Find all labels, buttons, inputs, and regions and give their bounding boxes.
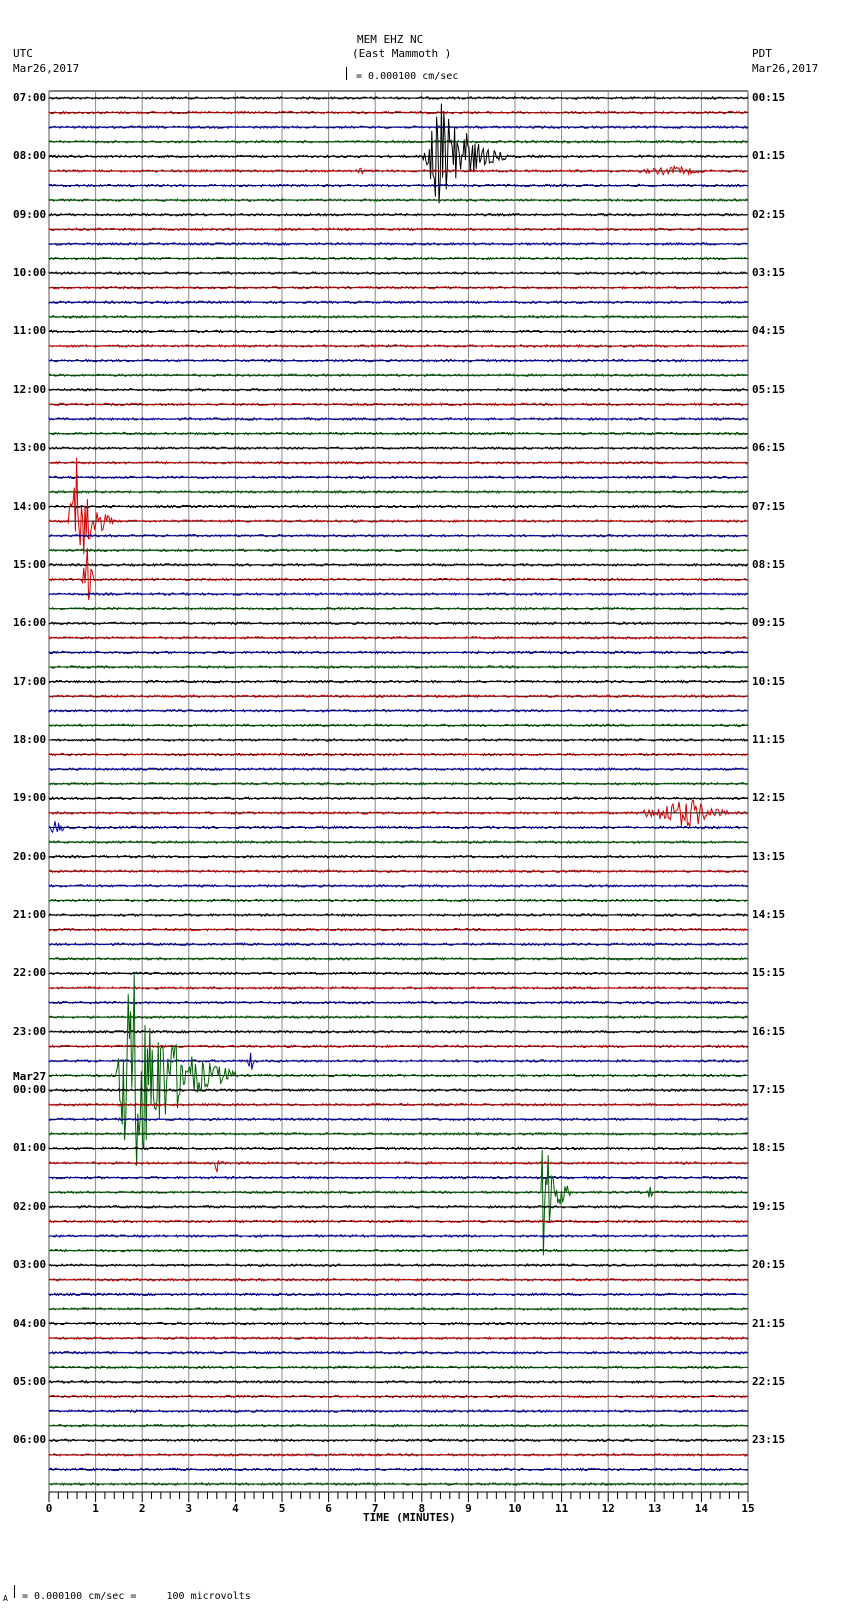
pdt-hour-label: 06:15	[752, 441, 786, 455]
pdt-hour-label: 01:15	[752, 149, 786, 163]
svg-text:12: 12	[602, 1502, 615, 1515]
date-change-label: Mar27	[13, 1070, 47, 1084]
pdt-hour-label: 09:15	[752, 616, 786, 630]
pdt-hour-label: 23:15	[752, 1433, 786, 1447]
svg-text:11: 11	[555, 1502, 569, 1515]
utc-hour-label: 04:00	[13, 1316, 47, 1330]
utc-hour-label: 05:00	[13, 1374, 47, 1388]
utc-hour-label: 16:00	[13, 616, 47, 630]
utc-hour-label: 00:00	[13, 1083, 47, 1097]
svg-text:15: 15	[741, 1502, 754, 1515]
utc-hour-label: 03:00	[13, 1258, 47, 1272]
pdt-hour-label: 05:15	[752, 382, 786, 396]
svg-text:10: 10	[508, 1502, 521, 1515]
pdt-hour-label: 10:15	[752, 674, 786, 688]
svg-text:8: 8	[418, 1502, 425, 1515]
svg-text:6: 6	[325, 1502, 332, 1515]
pdt-hour-label: 21:15	[752, 1316, 786, 1330]
utc-hour-label: 20:00	[13, 849, 47, 863]
utc-hour-label: 19:00	[13, 791, 47, 805]
pdt-hour-label: 11:15	[752, 732, 786, 746]
footer-scale-prefix: A	[3, 1594, 8, 1603]
left-timezone: UTC	[13, 47, 33, 60]
right-timezone: PDT	[752, 47, 772, 60]
svg-text:3: 3	[185, 1502, 192, 1515]
pdt-hour-label: 15:15	[752, 966, 786, 980]
pdt-hour-label: 00:15	[752, 91, 786, 104]
utc-hour-label: 11:00	[13, 324, 47, 338]
pdt-hour-label: 08:15	[752, 557, 786, 571]
svg-text:4: 4	[232, 1502, 239, 1515]
utc-hour-label: 22:00	[13, 966, 47, 980]
utc-hour-label: 09:00	[13, 207, 47, 221]
pdt-hour-label: 02:15	[752, 207, 786, 221]
left-date: Mar26,2017	[13, 62, 80, 75]
svg-text:1: 1	[92, 1502, 99, 1515]
svg-text:9: 9	[465, 1502, 472, 1515]
pdt-hour-label: 19:15	[752, 1199, 786, 1213]
utc-hour-label: 07:00	[13, 91, 47, 104]
station-title: MEM EHZ NC	[357, 33, 424, 46]
footer-scale-note: = 0.000100 cm/sec = 100 microvolts	[22, 1591, 251, 1602]
utc-hour-label: 14:00	[13, 499, 47, 513]
pdt-hour-label: 12:15	[752, 791, 786, 805]
utc-hour-label: 12:00	[13, 382, 47, 396]
svg-text:13: 13	[648, 1502, 661, 1515]
scale-label: = 0.000100 cm/sec	[356, 71, 459, 82]
pdt-hour-label: 22:15	[752, 1374, 786, 1388]
utc-hour-label: 10:00	[13, 266, 47, 280]
utc-hour-label: 02:00	[13, 1199, 47, 1213]
utc-hour-label: 01:00	[13, 1141, 47, 1155]
utc-hour-label: 18:00	[13, 732, 47, 746]
right-date: Mar26,2017	[752, 62, 819, 75]
svg-text:7: 7	[372, 1502, 379, 1515]
utc-hour-label: 21:00	[13, 908, 47, 922]
svg-text:2: 2	[139, 1502, 146, 1515]
svg-text:5: 5	[279, 1502, 286, 1515]
svg-text:0: 0	[46, 1502, 53, 1515]
pdt-hour-label: 18:15	[752, 1141, 786, 1155]
pdt-hour-label: 20:15	[752, 1258, 786, 1272]
pdt-hour-label: 03:15	[752, 266, 786, 280]
utc-hour-label: 23:00	[13, 1024, 47, 1038]
utc-hour-label: 06:00	[13, 1433, 47, 1447]
footer-scale-bar-icon	[14, 1585, 15, 1598]
pdt-hour-label: 14:15	[752, 908, 786, 922]
utc-hour-label: 08:00	[13, 149, 47, 163]
scale-bar-icon	[346, 67, 347, 80]
pdt-hour-label: 16:15	[752, 1024, 786, 1038]
pdt-hour-label: 04:15	[752, 324, 786, 338]
utc-hour-label: 15:00	[13, 557, 47, 571]
x-axis-title: TIME (MINUTES)	[363, 1511, 456, 1524]
utc-hour-label: 17:00	[13, 674, 47, 688]
pdt-hour-label: 07:15	[752, 499, 786, 513]
svg-text:14: 14	[695, 1502, 709, 1515]
station-location: (East Mammoth )	[352, 47, 452, 60]
pdt-hour-label: 13:15	[752, 849, 786, 863]
utc-hour-label: 13:00	[13, 441, 47, 455]
pdt-hour-label: 17:15	[752, 1083, 786, 1097]
